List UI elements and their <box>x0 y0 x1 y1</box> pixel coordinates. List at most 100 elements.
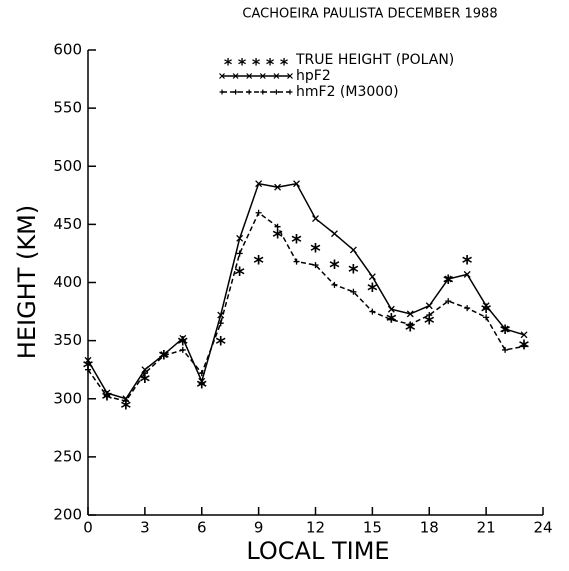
x-marker <box>179 334 187 342</box>
plus-marker <box>103 393 110 400</box>
y-tick-label: 600 <box>53 41 82 59</box>
star-marker: * <box>462 251 473 275</box>
x-marker <box>501 325 509 333</box>
plus-marker <box>388 316 395 323</box>
plus-marker <box>312 262 319 269</box>
plus-marker <box>255 209 262 216</box>
x-marker <box>463 270 471 278</box>
x-axis-label: LOCAL TIME <box>246 537 389 565</box>
y-tick-label: 450 <box>53 215 82 233</box>
plus-marker <box>331 281 338 288</box>
y-tick-label: 400 <box>53 273 82 291</box>
y-tick-label: 550 <box>53 99 82 117</box>
legend-marker <box>219 73 225 79</box>
plus-marker <box>426 312 433 319</box>
legend-marker <box>233 89 239 95</box>
legend-marker <box>219 89 225 95</box>
plus-marker <box>464 305 471 312</box>
plus-marker <box>521 343 528 350</box>
y-tick-label: 350 <box>53 331 82 349</box>
legend-label: hpF2 <box>296 68 331 84</box>
star-marker: * <box>424 311 435 335</box>
legend-marker <box>287 89 293 95</box>
legend-marker <box>259 73 266 79</box>
star-marker: * <box>329 255 340 279</box>
plus-marker <box>160 352 167 359</box>
x-marker <box>406 310 414 318</box>
plus-marker <box>141 370 148 377</box>
legend-label: TRUE HEIGHT (POLAN) <box>295 52 454 68</box>
plus-marker <box>483 314 490 321</box>
x-marker <box>84 356 92 364</box>
legend-marker <box>246 89 252 95</box>
y-tick-label: 200 <box>53 506 82 524</box>
plus-marker <box>350 288 357 295</box>
star-marker: * <box>197 375 208 399</box>
star-marker: * <box>178 332 189 356</box>
legend-marker <box>246 73 253 79</box>
x-marker <box>425 302 433 310</box>
plus-marker <box>293 258 300 265</box>
star-marker: * <box>272 225 283 249</box>
x-marker <box>349 246 357 254</box>
plus-marker <box>122 398 129 405</box>
x-tick-label: 0 <box>83 519 93 537</box>
legend-marker <box>232 73 239 79</box>
plus-marker <box>502 346 509 353</box>
x-tick-label: 9 <box>254 519 264 537</box>
legend-marker: * <box>238 55 247 74</box>
y-axis-label: HEIGHT (KM) <box>13 205 41 359</box>
x-tick-label: 6 <box>197 519 207 537</box>
x-marker <box>255 180 263 188</box>
x-tick-label: 15 <box>363 519 382 537</box>
legend-marker: * <box>280 55 289 74</box>
plus-marker <box>217 320 224 327</box>
x-tick-label: 21 <box>477 519 496 537</box>
series-line <box>87 182 525 400</box>
star-marker: * <box>481 300 492 324</box>
star-marker: * <box>253 251 264 275</box>
x-marker <box>103 389 111 397</box>
x-marker <box>387 305 395 313</box>
plus-marker <box>198 370 205 377</box>
x-marker <box>482 302 490 310</box>
plus-marker <box>85 366 91 373</box>
x-marker <box>330 230 338 238</box>
legend-marker <box>273 89 279 95</box>
legend-marker <box>287 73 293 79</box>
chart-title: CACHOEIRA PAULISTA DECEMBER 1988 <box>242 7 497 22</box>
x-marker <box>520 331 528 339</box>
plus-marker <box>179 346 186 353</box>
star-marker: * <box>234 262 245 286</box>
x-tick-label: 3 <box>140 519 150 537</box>
x-marker <box>236 234 244 242</box>
series-line <box>87 211 525 402</box>
legend-marker <box>273 73 280 79</box>
star-marker: * <box>121 396 132 420</box>
x-tick-label: 24 <box>533 519 552 537</box>
star-marker: * <box>443 271 454 295</box>
x-marker <box>274 183 282 191</box>
plus-marker <box>274 223 281 230</box>
x-marker <box>293 180 301 188</box>
x-tick-label: 18 <box>420 519 439 537</box>
x-marker <box>444 275 452 283</box>
legend-marker <box>260 89 266 95</box>
y-tick-label: 250 <box>53 447 82 465</box>
star-marker: * <box>405 318 416 342</box>
legend-marker: * <box>252 55 261 74</box>
legend-label: hmF2 (M3000) <box>296 84 399 100</box>
plus-marker <box>407 321 414 328</box>
plus-marker <box>236 250 243 257</box>
plus-marker <box>445 298 452 305</box>
star-marker: * <box>215 332 226 356</box>
star-marker: * <box>367 279 378 303</box>
star-marker: * <box>500 321 511 345</box>
x-tick-label: 12 <box>306 519 325 537</box>
legend-marker: * <box>266 55 275 74</box>
y-tick-label: 300 <box>53 389 82 407</box>
legend-marker: * <box>224 55 233 74</box>
plus-marker <box>369 308 376 315</box>
x-marker <box>312 215 319 223</box>
